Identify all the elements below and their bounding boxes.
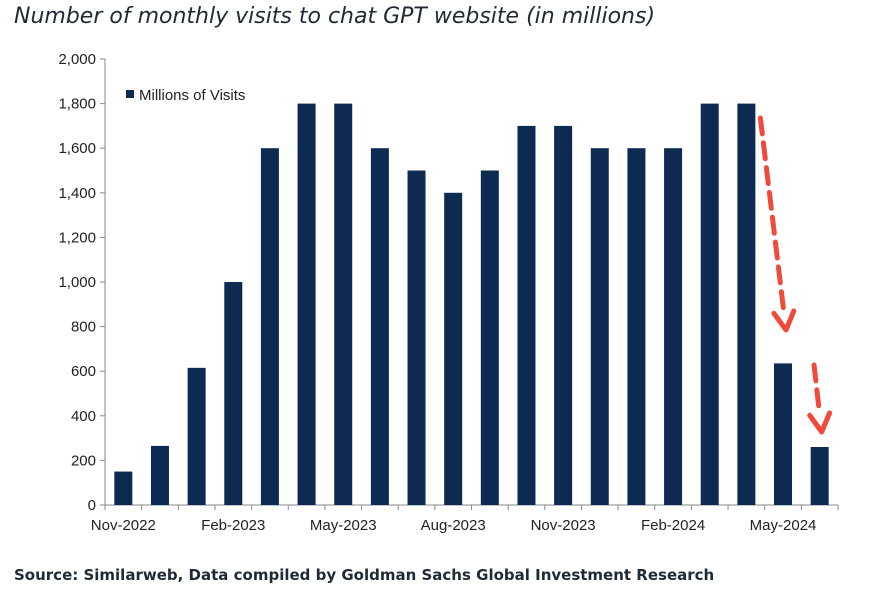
legend-label: Millions of Visits — [139, 87, 245, 104]
bars — [114, 103, 829, 506]
y-tick-label: 1,200 — [58, 229, 96, 246]
y-axis: 0 200 400 600 800 1,000 1,200 1,400 1,600 1,800 2,… — [58, 51, 106, 514]
bar — [517, 125, 536, 506]
y-tick-label: 0 — [88, 497, 96, 514]
bar — [737, 103, 756, 505]
annotations — [757, 115, 833, 435]
bar — [150, 445, 169, 505]
bar — [480, 170, 499, 505]
bar — [554, 125, 573, 506]
bar — [334, 103, 353, 505]
y-tick-label: 400 — [71, 408, 96, 425]
legend: Millions of Visits — [126, 87, 245, 104]
y-tick-label: 2,000 — [58, 51, 96, 68]
y-tick-label: 1,800 — [58, 96, 96, 113]
x-tick-label: Nov-2023 — [531, 517, 596, 534]
source-note: Source: Similarweb, Data compiled by Gol… — [14, 566, 715, 584]
x-tick-label: Feb-2024 — [641, 517, 705, 534]
bar — [114, 471, 133, 505]
bar — [260, 148, 279, 505]
y-tick-label: 1,000 — [58, 274, 96, 291]
bar — [297, 103, 316, 505]
bar — [187, 367, 206, 505]
dashed-arrow-head — [771, 308, 797, 333]
x-tick-label: May-2023 — [310, 517, 377, 534]
bar — [810, 447, 829, 505]
dashed-arrow-shaft — [757, 115, 787, 315]
y-tick-label: 600 — [71, 363, 96, 380]
bar — [224, 282, 243, 505]
y-tick-label: 1,400 — [58, 185, 96, 202]
dashed-arrow-head — [807, 410, 833, 435]
x-tick-label: Nov-2022 — [91, 517, 156, 534]
bar — [370, 148, 389, 505]
x-tick-label: Aug-2023 — [421, 517, 486, 534]
y-tick-label: 200 — [71, 452, 96, 469]
legend-swatch — [126, 90, 134, 98]
x-axis: Nov-2022 Feb-2023 May-2023 Aug-2023 Nov-2023… — [91, 504, 839, 534]
bar — [664, 148, 683, 505]
bar — [407, 170, 426, 505]
chart-title: Number of monthly visits to chat GPT web… — [14, 4, 656, 29]
bar — [590, 148, 609, 505]
x-tick-label: May-2024 — [750, 517, 817, 534]
y-tick-label: 800 — [71, 319, 96, 336]
bar — [627, 148, 646, 505]
dashed-arrow-shaft — [811, 362, 823, 417]
x-tick-label: Feb-2023 — [201, 517, 265, 534]
bar — [444, 192, 463, 506]
bar — [774, 363, 793, 505]
bar — [700, 103, 719, 505]
y-tick-label: 1,600 — [58, 140, 96, 157]
